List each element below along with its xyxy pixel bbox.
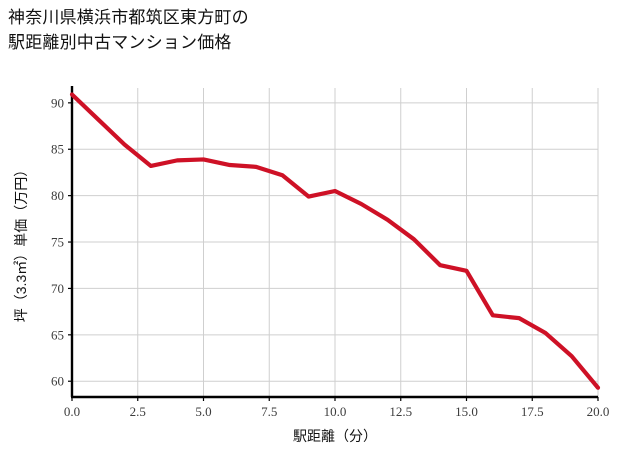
- y-axis-title: 坪（3.3㎡）単価（万円）: [13, 163, 29, 322]
- y-tick-label: 80: [51, 188, 64, 203]
- data-line-series-0: [69, 92, 601, 390]
- y-tick-label: 90: [51, 95, 64, 110]
- y-tick-label: 60: [51, 374, 64, 389]
- chart-title: 神奈川県横浜市都筑区東方町の 駅距離別中古マンション価格: [8, 8, 249, 52]
- y-tick-label: 70: [51, 281, 64, 296]
- x-tick-label: 0.0: [64, 404, 80, 419]
- x-tick-label: 17.5: [521, 404, 544, 419]
- y-tick-label: 65: [51, 327, 64, 342]
- x-tick-label: 15.0: [455, 404, 478, 419]
- x-tick-label: 20.0: [587, 404, 610, 419]
- x-tick-label: 7.5: [261, 404, 277, 419]
- y-tick-label: 85: [51, 142, 64, 157]
- x-tick-label: 10.0: [324, 404, 347, 419]
- x-axis-title: 駅距離（分）: [293, 428, 377, 444]
- x-tick-label: 12.5: [389, 404, 412, 419]
- y-tick-label: 75: [51, 235, 64, 250]
- x-tick-label: 5.0: [195, 404, 211, 419]
- x-tick-label: 2.5: [130, 404, 146, 419]
